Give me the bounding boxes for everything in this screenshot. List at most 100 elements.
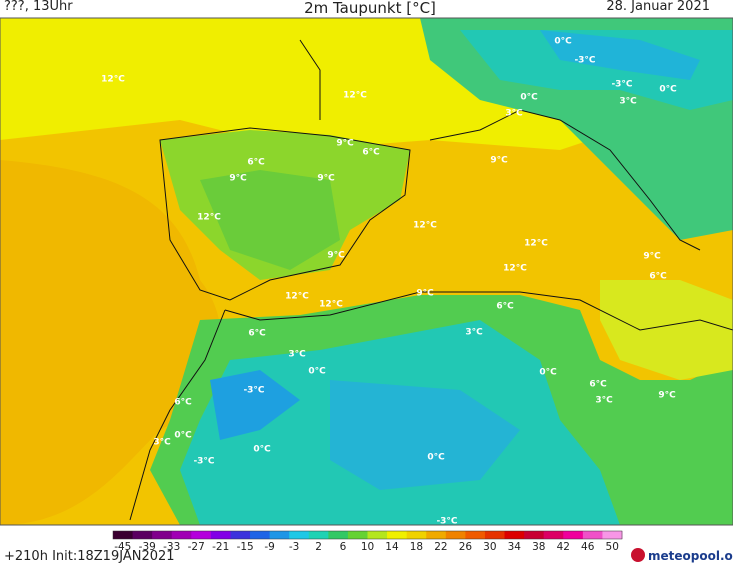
colorbar-swatch [347,531,368,539]
colorbar-tick-label: 38 [532,541,545,553]
colorbar-swatch [269,531,290,539]
colorbar-swatch [387,531,408,539]
colorbar-tick-label: -39 [139,541,156,553]
contour-label: 9°C [416,289,434,299]
contour-label: 0°C [520,93,538,103]
contour-label: 9°C [490,156,508,166]
contour-label: 0°C [174,431,192,441]
colorbar-swatch [289,531,310,539]
contour-label: 3°C [595,396,613,406]
colorbar-swatch [210,531,231,539]
colorbar-tick-label: 22 [434,541,447,553]
colorbar-tick-label: 2 [315,541,322,553]
colorbar: -45 -39 -33 -27 -21 -15 -9 -3 2 6 10 14 18 22 26 30 34 38… [112,530,623,553]
contour-label: -3°C [574,56,595,66]
colorbar-tick-label: -27 [188,541,205,553]
colorbar-swatch [543,531,564,539]
colorbar-swatch [367,531,388,539]
contour-label: 12°C [503,264,527,274]
colorbar-frame [112,530,623,540]
contour-labels: 12°C12°C-3°C-3°C3°C0°C0°C3°C9°C6°C6°C9°C… [101,37,677,527]
contour-label: 0°C [253,445,271,455]
colorbar-tick-label: 26 [459,541,473,553]
header-run: ???, 13Uhr [4,0,73,14]
colorbar-swatch [445,531,466,539]
contour-label: 12°C [343,91,367,101]
colorbar-tick-label: 6 [340,541,347,553]
contour-label: 6°C [589,380,607,390]
contour-label: 12°C [101,75,125,85]
colorbar-tick-label: -9 [264,541,274,553]
contour-label: 9°C [643,252,661,262]
contour-label: 3°C [619,97,637,107]
contour-label: -3°C [193,457,214,467]
header-date: 28. Januar 2021 [606,0,710,14]
contour-label: 6°C [248,329,266,339]
contour-label: 6°C [496,302,514,312]
colorbar-swatch [426,531,447,539]
contour-label: -3°C [611,80,632,90]
contour-label: 6°C [649,272,667,282]
contour-label: 3°C [505,109,523,119]
colorbar-swatch [132,531,153,539]
colorbar-swatch [113,531,134,539]
colorbar-swatch [504,531,525,539]
contour-label: 9°C [336,139,354,149]
colorbar-tick-label: -3 [289,541,299,553]
contour-label: 12°C [285,292,309,302]
contour-label: 0°C [308,367,326,377]
colorbar-swatch [465,531,486,539]
colorbar-tick-label: 46 [581,541,595,553]
colorbar-tick-label: 50 [606,541,619,553]
contour-label: 6°C [247,158,265,168]
colorbar-swatch [563,531,584,539]
contour-label: 12°C [413,221,437,231]
contour-label: 0°C [554,37,572,47]
colorbar-tick-label: 30 [483,541,496,553]
contour-label: 6°C [174,398,192,408]
contour-label: 12°C [524,239,548,249]
colorbar-tick-label: 10 [361,541,374,553]
contour-label: 0°C [659,85,677,95]
colorbar-swatch [602,531,623,539]
colorbar-tick-label: -21 [212,541,229,553]
colorbar-tick-label: -33 [163,541,180,553]
colorbar-tick-label: 14 [385,541,399,553]
colorbar-swatch [484,531,506,539]
contour-label: -3°C [436,517,457,527]
contour-label: 0°C [427,453,445,463]
map-title: 2m Taupunkt [°C] [304,0,436,17]
colorbar-swatch [152,531,173,539]
contour-label: 3°C [153,438,171,448]
colorbar-swatch [230,531,251,539]
contour-label: 9°C [327,251,345,261]
colorbar-swatch [406,531,427,539]
contour-label: -3°C [243,386,264,396]
colorbar-swatch [191,531,212,539]
logo-icon [631,548,645,562]
contour-label: 0°C [539,368,557,378]
colorbar-swatch [308,531,329,539]
contour-label: 9°C [658,391,676,401]
logo: meteopool.org [648,549,733,563]
contour-label: 3°C [288,350,306,360]
contour-label: 9°C [229,174,247,184]
colorbar-tick-label: -15 [237,541,254,553]
contour-label: 9°C [317,174,335,184]
footer-init: +210h Init:18Z19JAN2021 [4,549,175,564]
colorbar-swatch [171,531,192,539]
colorbar-swatch [582,531,603,539]
colorbar-swatch [524,531,545,539]
colorbar-swatch [328,531,349,539]
contour-label: 12°C [319,300,343,310]
colorbar-tick-label: 18 [410,541,423,553]
colorbar-swatch [250,531,271,539]
contour-label: 3°C [465,328,483,338]
colorbar-tick-label: 34 [508,541,522,553]
contour-label: 6°C [362,148,380,158]
colorbar-tick-label: 42 [557,541,570,553]
colorbar-tick-label: -45 [114,541,131,553]
map [0,17,733,526]
contour-label: 12°C [197,213,221,223]
